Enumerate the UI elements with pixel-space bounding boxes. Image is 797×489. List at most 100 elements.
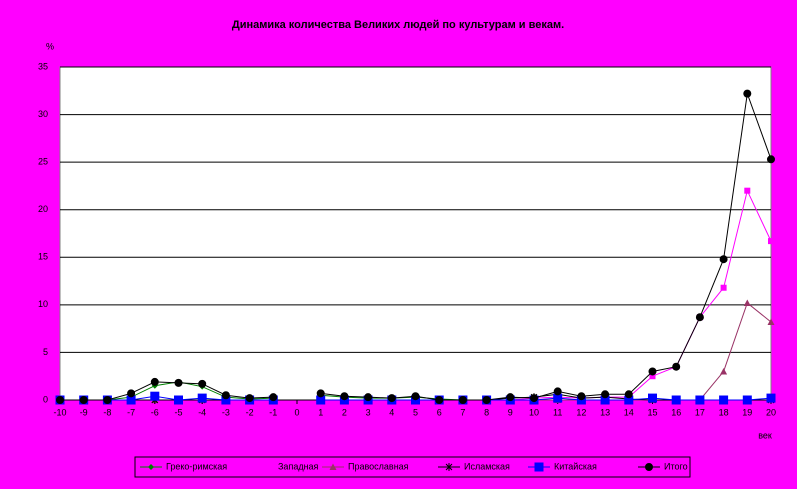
y-tick-label: 0: [43, 394, 48, 404]
y-tick-label: 30: [38, 109, 48, 119]
data-point: [103, 396, 112, 404]
data-point: [695, 395, 705, 405]
x-tick-label: 18: [719, 407, 729, 417]
x-tick-label: 2: [342, 407, 347, 417]
x-tick-label: 5: [413, 407, 418, 417]
data-point: [458, 396, 467, 404]
data-point: [648, 393, 657, 403]
data-point: [577, 392, 586, 401]
y-axis-label: %: [46, 41, 54, 51]
x-tick-label: 11: [553, 407, 562, 417]
legend-label: Греко-римская: [166, 461, 227, 471]
data-point: [530, 394, 538, 403]
data-point: [767, 155, 775, 164]
data-point: [150, 377, 159, 386]
legend: [134, 456, 691, 478]
x-tick-label: 16: [671, 407, 681, 417]
data-point: [411, 392, 420, 401]
y-tick-label: 5: [43, 347, 48, 357]
chart-title: Динамика количества Великих людей по кул…: [232, 19, 564, 31]
data-point: [720, 367, 728, 375]
data-point: [269, 393, 278, 402]
x-tick-label: 12: [576, 407, 586, 417]
data-point: [316, 389, 325, 398]
data-point: [767, 318, 775, 325]
legend-marker: [148, 464, 154, 470]
y-tick-label: 20: [38, 204, 48, 214]
data-point: [672, 362, 681, 371]
x-tick-label: 0: [294, 407, 299, 417]
data-point: [768, 238, 774, 245]
y-tick-label: 35: [38, 61, 48, 71]
x-tick-label: -3: [222, 407, 230, 417]
data-point: [600, 395, 610, 405]
legend-marker: [645, 463, 653, 471]
legend-label: Итого: [664, 461, 688, 471]
x-tick-label: 15: [647, 407, 657, 417]
x-tick-label: -2: [246, 407, 254, 417]
x-tick-label: 7: [460, 407, 465, 417]
data-point: [197, 393, 207, 403]
x-tick-label: -4: [198, 407, 206, 417]
y-tick-label: 25: [38, 157, 48, 167]
x-tick-label: 17: [695, 407, 705, 417]
legend-marker: [260, 464, 266, 470]
data-point: [316, 395, 326, 405]
y-tick-label: 10: [38, 299, 48, 309]
x-tick-label: 1: [318, 407, 323, 417]
x-tick-label: 6: [437, 407, 442, 417]
data-point: [719, 395, 729, 405]
legend-label: Китайская: [554, 461, 597, 471]
data-point: [150, 391, 160, 401]
data-point: [221, 395, 231, 405]
data-point: [719, 255, 728, 264]
data-point: [506, 393, 515, 402]
data-point: [720, 284, 727, 291]
x-tick-label: 4: [389, 407, 394, 417]
data-point: [649, 373, 656, 380]
x-tick-label: -10: [53, 407, 66, 417]
x-tick-label: -1: [269, 407, 277, 417]
data-point: [79, 396, 88, 404]
data-point: [364, 393, 373, 402]
x-tick-label: 9: [508, 407, 513, 417]
data-point: [601, 390, 610, 399]
data-point: [56, 396, 64, 404]
x-tick-label: 10: [529, 407, 539, 417]
legend-label: Православная: [348, 461, 409, 471]
data-point: [245, 394, 254, 403]
data-point: [174, 395, 183, 405]
data-point: [743, 89, 752, 98]
data-point: [624, 395, 634, 405]
data-point: [743, 299, 751, 306]
data-point: [387, 394, 396, 403]
x-tick-label: -9: [80, 407, 88, 417]
x-tick-label: -6: [151, 407, 159, 417]
plot-area: [59, 66, 772, 401]
data-point: [482, 396, 491, 404]
x-tick-label: -7: [127, 407, 135, 417]
x-tick-label: 3: [366, 407, 371, 417]
data-point: [671, 395, 681, 405]
data-point: [553, 387, 562, 396]
legend-marker: [445, 463, 453, 471]
data-point: [127, 389, 136, 398]
data-point: [198, 379, 207, 388]
data-point: [221, 391, 230, 400]
data-point: [553, 393, 563, 403]
data-point: [126, 395, 136, 405]
legend-label: Исламская: [464, 461, 510, 471]
x-tick-label: 19: [742, 407, 752, 417]
data-point: [648, 367, 657, 376]
x-axis-label: век: [758, 430, 772, 440]
legend-marker: [329, 463, 337, 470]
y-tick-label: 15: [38, 252, 48, 262]
x-tick-label: -5: [174, 407, 182, 417]
legend-label: Западная: [278, 461, 319, 471]
data-point: [766, 393, 776, 403]
data-point: [624, 390, 633, 399]
data-point: [695, 313, 704, 322]
data-point: [435, 396, 444, 404]
data-point: [742, 395, 752, 405]
